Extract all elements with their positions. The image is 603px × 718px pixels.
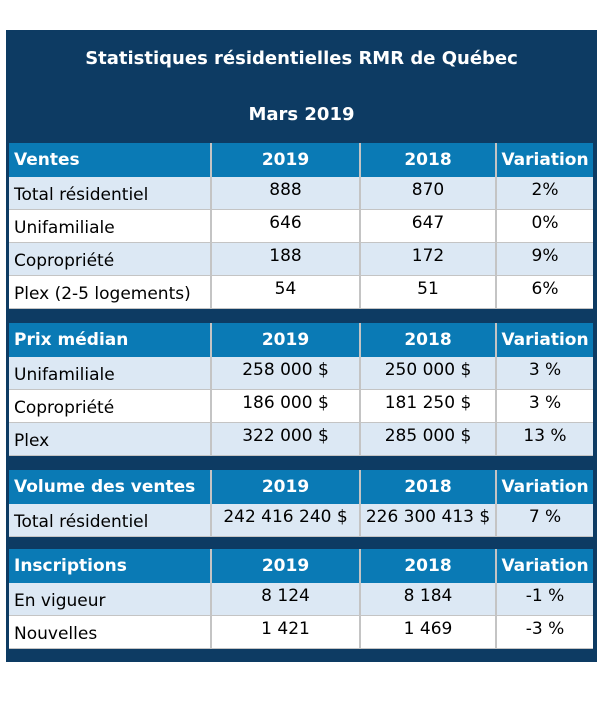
table-row: Nouvelles 1 421 1 469 -3 %: [9, 616, 593, 649]
table-row: Copropriété 186 000 $181 250 $ 3 %: [9, 390, 593, 423]
row-label: Plex: [9, 423, 212, 455]
column-header: 2018: [361, 549, 497, 583]
table-cell: 172: [361, 243, 497, 275]
table-title: Statistiques résidentielles RMR de Québe…: [85, 48, 518, 69]
column-header: Volume des ventes: [9, 470, 212, 504]
table-cell: 242 416 240 $: [212, 504, 361, 536]
row-label: En vigueur: [9, 583, 212, 615]
table-row: En vigueur 8 124 8 184 -1 %: [9, 583, 593, 616]
table-cell: 0%: [531, 213, 559, 233]
table-cell: 647: [361, 210, 497, 242]
row-label: Nouvelles: [9, 616, 212, 648]
row-label: Plex (2-5 logements): [9, 276, 212, 308]
table-cell: 870: [361, 177, 497, 209]
table-row: Plex (2-5 logements) 54 51 6%: [9, 276, 593, 309]
table-row: Plex 322 000 $285 000 $ 13 %: [9, 423, 593, 456]
column-header: Variation: [501, 556, 589, 576]
table-row: Copropriété 188 172 9%: [9, 243, 593, 276]
column-header: 2019: [212, 143, 361, 177]
column-header: 2018: [361, 323, 497, 357]
table-cell: 1 421: [212, 616, 361, 648]
table-cell: 188: [212, 243, 361, 275]
column-header: 2019: [212, 323, 361, 357]
row-label: Unifamiliale: [9, 357, 212, 389]
section-volume-ventes: Volume des ventes 2019 2018 Variation Total …: [9, 470, 593, 537]
table-row: Unifamiliale 258 000 $250 000 $ 3 %: [9, 357, 593, 390]
column-header: Inscriptions: [9, 549, 212, 583]
row-label: Copropriété: [9, 390, 212, 422]
table-cell: 181 250 $: [361, 390, 497, 422]
table-cell: 186 000 $: [212, 390, 361, 422]
table-cell: 258 000 $: [212, 357, 361, 389]
column-header: 2019: [212, 470, 361, 504]
table-subtitle: Mars 2019: [248, 104, 355, 125]
table-cell: -3 %: [525, 619, 565, 639]
table-cell: 250 000 $: [361, 357, 497, 389]
column-header: 2018: [361, 143, 497, 177]
table-cell: 646: [212, 210, 361, 242]
table-row: Total résidentiel 888 870 2%: [9, 177, 593, 210]
table-cell: 2%: [531, 180, 559, 200]
table-cell: 322 000 $: [212, 423, 361, 455]
table-cell: 3 %: [528, 393, 562, 413]
header-row: Inscriptions 2019 2018 Variation: [9, 549, 593, 583]
table-row: Total résidentiel 242 416 240 $226 300 41…: [9, 504, 593, 537]
statistics-table: Statistiques résidentielles RMR de Québe…: [6, 30, 597, 662]
table-cell: 3 %: [528, 360, 562, 380]
table-cell: 888: [212, 177, 361, 209]
table-cell: 8 184: [361, 583, 497, 615]
column-header: Variation: [501, 330, 589, 350]
table-cell: 1 469: [361, 616, 497, 648]
table-cell: 13 %: [523, 426, 567, 446]
column-header: 2019: [212, 549, 361, 583]
column-header: 2018: [361, 470, 497, 504]
column-header: Variation: [501, 477, 589, 497]
row-label: Unifamiliale: [9, 210, 212, 242]
column-header: Variation: [501, 150, 589, 170]
column-header: Prix médian: [9, 323, 212, 357]
table-cell: 9%: [531, 246, 559, 266]
header-row: Ventes 2019 2018 Variation: [9, 143, 593, 177]
header-row: Volume des ventes 2019 2018 Variation: [9, 470, 593, 504]
row-label: Total résidentiel: [9, 504, 212, 536]
table-cell: 226 300 413 $: [361, 504, 497, 536]
table-cell: 7 %: [528, 507, 562, 527]
column-header: Ventes: [9, 143, 212, 177]
table-cell: 8 124: [212, 583, 361, 615]
table-cell: 54: [212, 276, 361, 308]
section-ventes: Ventes 2019 2018 Variation Total résidentiel…: [9, 143, 593, 309]
table-cell: 51: [361, 276, 497, 308]
section-prix-median: Prix médian 2019 2018 Variation Unifamiliale…: [9, 323, 593, 456]
section-inscriptions: Inscriptions 2019 2018 Variation En vigueur 8…: [9, 549, 593, 649]
header-row: Prix médian 2019 2018 Variation: [9, 323, 593, 357]
row-label: Copropriété: [9, 243, 212, 275]
row-label: Total résidentiel: [9, 177, 212, 209]
table-cell: 285 000 $: [361, 423, 497, 455]
table-cell: 6%: [531, 279, 559, 299]
table-row: Unifamiliale 646 647 0%: [9, 210, 593, 243]
table-cell: -1 %: [525, 586, 565, 606]
